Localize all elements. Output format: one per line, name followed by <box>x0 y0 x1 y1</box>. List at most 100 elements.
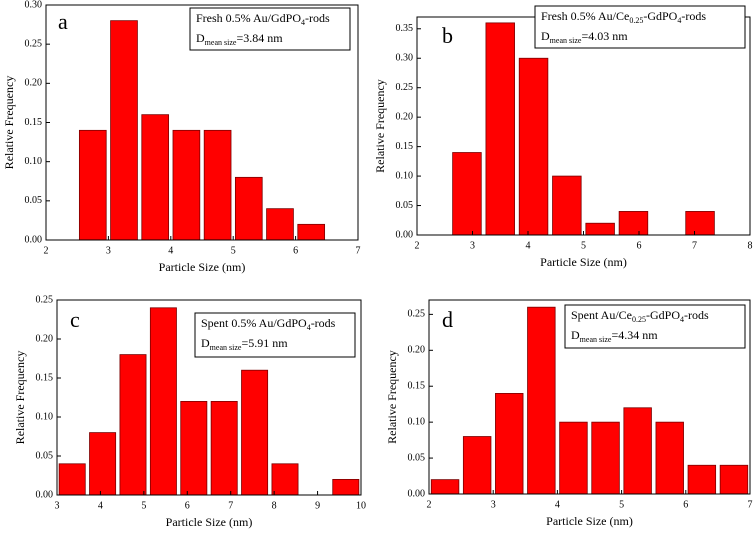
x-tick-label: 5 <box>619 499 624 510</box>
subscript: mean size <box>580 335 612 344</box>
bar <box>618 211 649 236</box>
y-tick-label: 0.20 <box>408 345 426 356</box>
bar <box>332 478 360 496</box>
panel-label: a <box>58 9 68 34</box>
x-tick-label: 2 <box>415 240 420 251</box>
annotation-text: D <box>571 328 580 342</box>
y-axis-label: Relative Frequency <box>373 79 387 173</box>
subscript: 4 <box>307 323 311 332</box>
y-tick-label: 0.20 <box>25 78 43 89</box>
x-axis-label: Particle Size (nm) <box>540 255 627 269</box>
subscript: 4 <box>680 315 684 324</box>
plot-frame <box>56 299 362 496</box>
bar <box>172 129 201 241</box>
y-tick-label: 0.20 <box>36 333 54 344</box>
y-tick-label: 0.10 <box>408 416 426 427</box>
y-tick-label: 0.05 <box>408 452 426 463</box>
x-tick-label: 2 <box>427 499 432 510</box>
annotation-line: Spent Au/Ce0.25-GdPO4-rods <box>571 308 709 325</box>
x-tick-label: 10 <box>356 500 366 511</box>
bar <box>485 22 515 236</box>
bar <box>623 407 652 495</box>
bar <box>518 57 549 236</box>
annotation-text: Fresh 0.5% Au/GdPO <box>196 11 301 25</box>
y-tick-label: 0.05 <box>25 195 43 206</box>
bar <box>234 176 263 241</box>
x-tick-label: 4 <box>168 245 173 256</box>
bar <box>452 152 482 236</box>
x-tick-label: 8 <box>272 500 277 511</box>
x-tick-label: 7 <box>692 240 697 251</box>
annotation-text: =4.34 nm <box>611 328 658 342</box>
y-tick-label: 0.05 <box>36 450 54 461</box>
x-tick-label: 5 <box>581 240 586 251</box>
x-tick-label: 6 <box>185 500 190 511</box>
x-tick-label: 3 <box>470 240 475 251</box>
annotation-text: =5.91 nm <box>241 336 288 350</box>
annotation-line: Dmean size=5.91 nm <box>201 336 288 353</box>
bar <box>687 464 717 495</box>
panel-label: b <box>442 23 453 48</box>
y-tick-label: 0.15 <box>396 141 414 152</box>
annotation-text: -rods <box>684 308 709 322</box>
x-tick-label: 4 <box>98 500 103 511</box>
y-tick-label: 0.00 <box>408 488 426 499</box>
bar <box>297 223 326 241</box>
bar <box>527 306 556 495</box>
y-tick-label: 0.00 <box>396 229 414 240</box>
x-tick-label: 2 <box>44 245 49 256</box>
subscript: mean size <box>205 38 237 47</box>
y-tick-label: 0.00 <box>25 234 43 245</box>
bar <box>203 129 232 241</box>
x-tick-label: 5 <box>141 500 146 511</box>
subscript: 0.25 <box>632 315 646 324</box>
annotation-line: Dmean size=3.84 nm <box>196 31 283 48</box>
y-tick-label: 0.25 <box>408 309 426 320</box>
x-tick-label: 7 <box>356 245 361 256</box>
bar <box>180 400 208 496</box>
x-tick-label: 3 <box>106 245 111 256</box>
annotation-text: =3.84 nm <box>236 31 283 45</box>
bar <box>119 354 147 496</box>
bar <box>591 421 620 495</box>
x-tick-label: 9 <box>315 500 320 511</box>
y-axis-label: Relative Frequency <box>13 351 27 445</box>
x-tick-label: 5 <box>231 245 236 256</box>
x-tick-label: 7 <box>228 500 233 511</box>
annotation-text: Fresh 0.5% Au/Ce <box>541 9 629 23</box>
bar <box>266 208 294 241</box>
x-axis-label: Particle Size (nm) <box>166 515 253 529</box>
annotation-box <box>189 7 351 51</box>
x-tick-label: 6 <box>637 240 642 251</box>
bar <box>719 464 749 495</box>
bar <box>110 20 138 241</box>
annotation-text: -rods <box>681 9 706 23</box>
x-axis-label: Particle Size (nm) <box>159 260 246 274</box>
annotation-text: Spent Au/Ce <box>571 308 632 322</box>
bar <box>149 307 177 496</box>
bar <box>430 479 460 495</box>
annotation-line: Fresh 0.5% Au/GdPO4-rods <box>196 11 330 28</box>
bar <box>655 421 684 495</box>
subscript: 4 <box>677 16 681 25</box>
annotation-text: -rods <box>305 11 330 25</box>
bar <box>685 211 715 236</box>
annotation-text: =4.03 nm <box>581 29 628 43</box>
x-tick-label: 4 <box>555 499 560 510</box>
y-tick-label: 0.25 <box>25 38 43 49</box>
annotation-box <box>564 304 746 349</box>
bar <box>495 393 524 495</box>
panel-label: d <box>442 307 453 332</box>
y-tick-label: 0.25 <box>396 82 414 93</box>
subscript: 0.25 <box>629 16 643 25</box>
annotation-line: Dmean size=4.34 nm <box>571 328 658 345</box>
annotation-box <box>534 5 746 49</box>
y-tick-label: 0.15 <box>408 381 426 392</box>
y-tick-label: 0.30 <box>25 0 43 10</box>
x-tick-label: 6 <box>293 245 298 256</box>
x-tick-label: 4 <box>526 240 531 251</box>
bar <box>89 432 117 496</box>
annotation-box <box>194 312 356 358</box>
plot-frame <box>428 299 751 495</box>
